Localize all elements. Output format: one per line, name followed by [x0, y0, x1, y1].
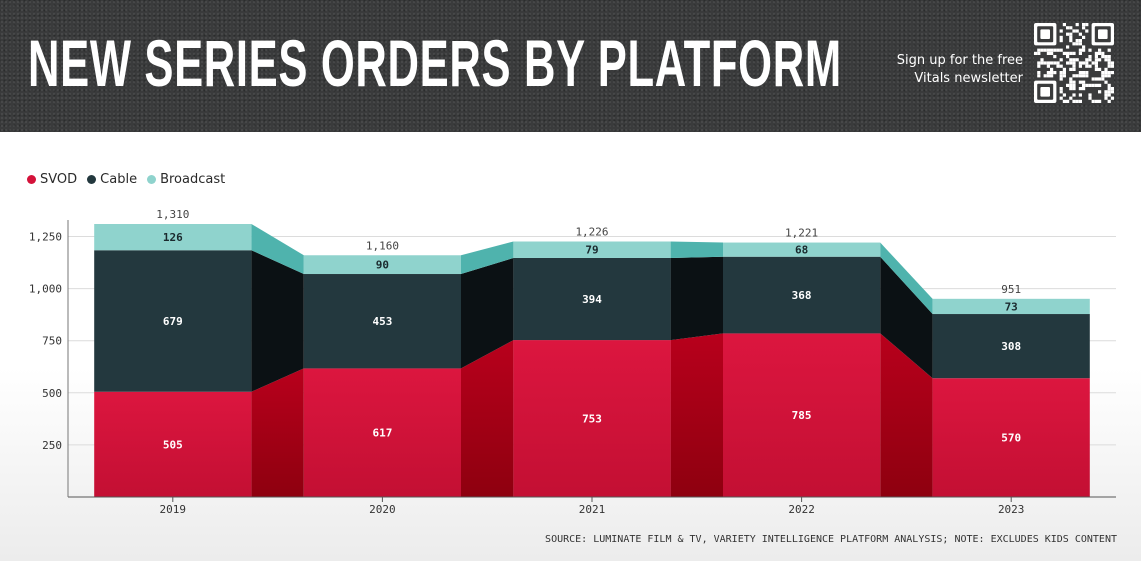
connector-broadcast	[461, 241, 514, 275]
data-label: 679	[163, 315, 183, 328]
y-tick-label: 750	[42, 335, 62, 348]
connector-broadcast	[880, 242, 933, 315]
legend: SVOD Cable Broadcast	[27, 172, 225, 187]
y-tick-label: 250	[42, 439, 62, 452]
connector-cable	[670, 256, 723, 341]
connector-broadcast	[251, 224, 304, 275]
bar-svod-2022	[723, 333, 881, 497]
connector-svod	[461, 340, 514, 497]
connector-cable	[251, 250, 304, 392]
bar-svod-2021	[513, 340, 671, 497]
bar-svod-2020	[303, 368, 461, 497]
data-label: 368	[792, 289, 812, 302]
total-label: 1,226	[575, 226, 608, 239]
connector-cable	[880, 256, 933, 379]
data-label: 79	[585, 244, 598, 257]
bar-cable-2020	[303, 274, 461, 369]
legend-swatch-cable	[87, 175, 97, 184]
data-label: 617	[372, 427, 392, 440]
x-tick-label: 2020	[369, 503, 396, 516]
x-tick-label: 2021	[579, 503, 606, 516]
data-label: 394	[582, 293, 602, 306]
data-label: 73	[1005, 300, 1018, 313]
data-label: 453	[372, 315, 392, 328]
data-label: 753	[582, 413, 602, 426]
x-tick-label: 2019	[160, 503, 187, 516]
y-tick-label: 1,000	[29, 283, 62, 296]
x-tick-label: 2023	[998, 503, 1025, 516]
header-banner: NEW SERIES ORDERS BY PLATFORM Sign up fo…	[0, 0, 1141, 132]
y-tick-label: 500	[42, 387, 62, 400]
data-label: 570	[1001, 432, 1021, 445]
data-label: 90	[376, 259, 389, 272]
connector-svod	[670, 333, 723, 497]
legend-label-cable: Cable	[100, 172, 138, 187]
data-label: 308	[1001, 340, 1021, 353]
data-label: 126	[163, 231, 183, 244]
bar-broadcast-2022	[723, 242, 881, 257]
bar-broadcast-2019	[94, 224, 252, 251]
bar-cable-2019	[94, 250, 252, 392]
total-label: 1,160	[366, 239, 399, 252]
bar-cable-2021	[513, 257, 671, 341]
connector-broadcast	[670, 241, 723, 258]
bar-cable-2023	[932, 314, 1090, 379]
connector-svod	[251, 368, 304, 497]
total-label: 1,221	[785, 227, 818, 240]
legend-item-broadcast: Broadcast	[147, 172, 225, 187]
bar-cable-2022	[723, 256, 881, 334]
legend-label-svod: SVOD	[40, 172, 78, 187]
data-label: 68	[795, 244, 808, 257]
newsletter-signup-text[interactable]: Sign up for the free Vitals newsletter	[896, 53, 1023, 86]
legend-item-svod: SVOD	[27, 172, 77, 187]
connector-cable	[461, 257, 514, 369]
y-tick-label: 1,250	[29, 231, 62, 244]
page-title: NEW SERIES ORDERS BY PLATFORM	[28, 26, 842, 100]
data-label: 505	[163, 438, 183, 451]
bar-broadcast-2021	[513, 241, 671, 258]
bar-svod-2023	[932, 378, 1090, 497]
connector-svod	[880, 333, 933, 497]
bar-broadcast-2020	[303, 255, 461, 275]
legend-swatch-broadcast	[147, 175, 157, 184]
data-label: 785	[792, 409, 812, 422]
qr-code-icon[interactable]	[1034, 23, 1114, 103]
legend-label-broadcast: Broadcast	[160, 172, 226, 187]
source-note: SOURCE: LUMINATE FILM & TV, VARIETY INTE…	[545, 534, 1117, 545]
legend-item-cable: Cable	[87, 172, 137, 187]
total-label: 1,310	[156, 208, 189, 221]
bar-svod-2019	[94, 391, 252, 497]
x-tick-label: 2022	[788, 503, 815, 516]
total-label: 951	[1001, 283, 1021, 296]
legend-swatch-svod	[27, 175, 36, 184]
bar-broadcast-2023	[932, 298, 1090, 315]
